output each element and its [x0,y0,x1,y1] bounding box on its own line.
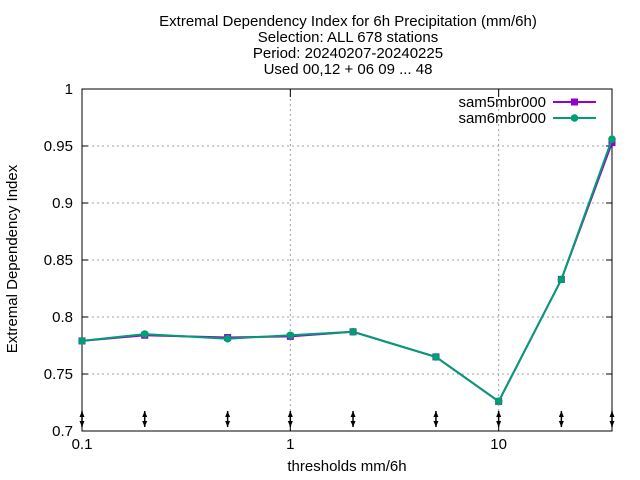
legend-label: sam5mbr000 [458,94,546,111]
title-line-1: Extremal Dependency Index for 6h Precipi… [159,13,537,30]
y-tick-label: 0.75 [44,366,73,383]
threshold-arrow [225,411,231,417]
data-point [494,397,503,406]
y-tick-label: 0.7 [52,423,73,440]
threshold-arrow [287,421,293,427]
threshold-arrow [433,411,439,417]
threshold-arrow [350,411,356,417]
threshold-arrow [142,411,148,417]
series-line [81,142,613,403]
threshold-arrow [558,421,564,427]
x-tick-label: 1 [286,436,294,453]
data-point [349,328,357,336]
data-point [78,337,86,345]
threshold-arrow [496,411,502,417]
data-point [140,330,149,338]
legend-entry: sam5mbr000 [458,94,596,111]
data-point [608,135,616,143]
y-axis-ticks: 0.7 0.75 0.8 0.85 0.9 0.95 1 [44,81,612,440]
threshold-markers [79,411,615,427]
series-sam6mbr000 [78,135,616,406]
chart-title: Extremal Dependency Index for 6h Precipi… [159,13,537,78]
legend-label: sam6mbr000 [458,110,546,127]
legend-marker [570,114,579,122]
series-sam5mbr000 [78,139,616,405]
threshold-arrow [287,411,293,417]
threshold-arrow [225,421,231,427]
threshold-arrow [350,421,356,427]
threshold-arrow [142,421,148,427]
title-line-3: Period: 20240207-20240225 [253,45,443,62]
data-point [286,331,295,340]
y-tick-label: 0.8 [52,309,73,326]
x-tick-label: 10 [490,436,507,453]
data-point [557,275,566,284]
y-axis-label: Extremal Dependency Index [4,164,21,353]
x-axis-ticks: 0.1 1 10 [72,89,507,453]
y-tick-label: 0.95 [44,138,73,155]
threshold-arrow [433,421,439,427]
plot-frame [81,88,613,432]
title-line-4: Used 00,12 + 06 09 ... 48 [264,61,433,78]
y-tick-label: 0.85 [44,252,73,269]
title-line-2: Selection: ALL 678 stations [258,29,438,46]
legend-marker [571,98,578,106]
y-tick-label: 1 [65,81,73,98]
grid [82,89,612,431]
legend-entry: sam6mbr000 [458,110,596,127]
data-point [223,334,232,343]
data-point [432,353,440,361]
x-tick-label: 0.1 [72,436,93,453]
threshold-arrow [496,421,502,427]
series-line [81,138,613,403]
y-tick-label: 0.9 [52,195,73,212]
threshold-arrow [558,411,564,417]
x-axis-label: thresholds mm/6h [287,458,406,475]
series-layer [78,135,616,406]
